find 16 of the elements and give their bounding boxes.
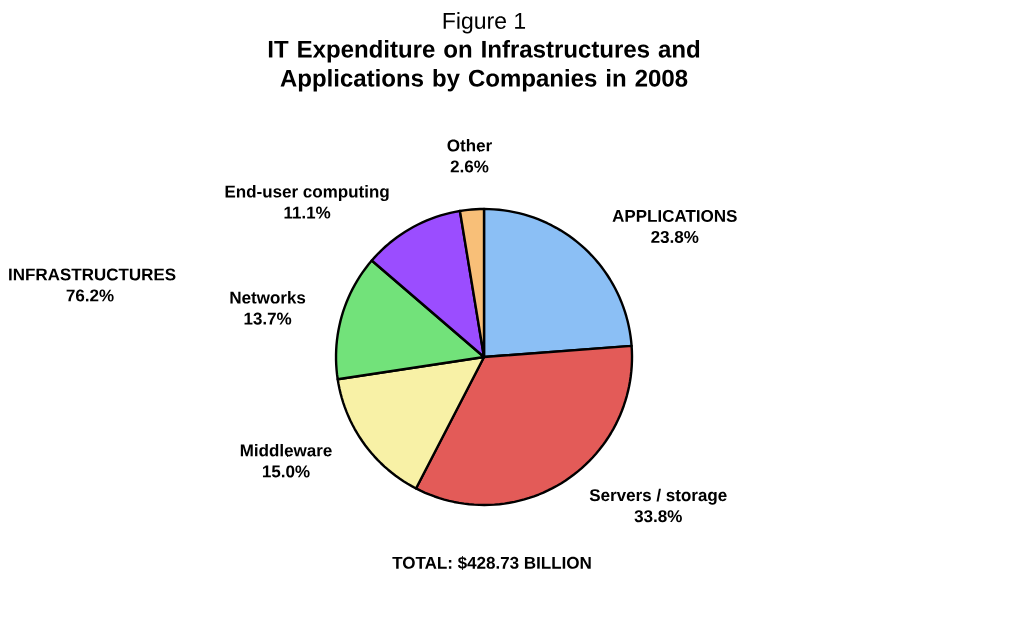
slice-label: Servers / storage xyxy=(589,488,727,505)
slice-label: Other xyxy=(447,139,492,152)
chart-title: Figure 1 xyxy=(443,12,526,34)
chart-subtitle: IT Expenditure on Infrastructures and Applications by Companies in 2008 xyxy=(268,40,700,92)
slice-label: APPLICATIONS xyxy=(612,209,737,222)
data-label: 2.6% xyxy=(450,160,489,173)
slice-label: Middleware xyxy=(240,443,332,457)
slice-label: Networks xyxy=(230,291,306,304)
slice-label: End-user computing xyxy=(225,185,389,202)
data-label: 33.8% xyxy=(634,510,682,523)
data-label: 15.0% xyxy=(262,465,310,478)
text: INFRASTRUCTURES 76.2% xyxy=(9,268,176,302)
data-label: 13.7% xyxy=(244,312,292,325)
data-label: 11.1% xyxy=(284,206,331,219)
text: TOTAL: $428.73 BILLION xyxy=(392,556,591,570)
data-label: 23.8% xyxy=(651,230,699,244)
